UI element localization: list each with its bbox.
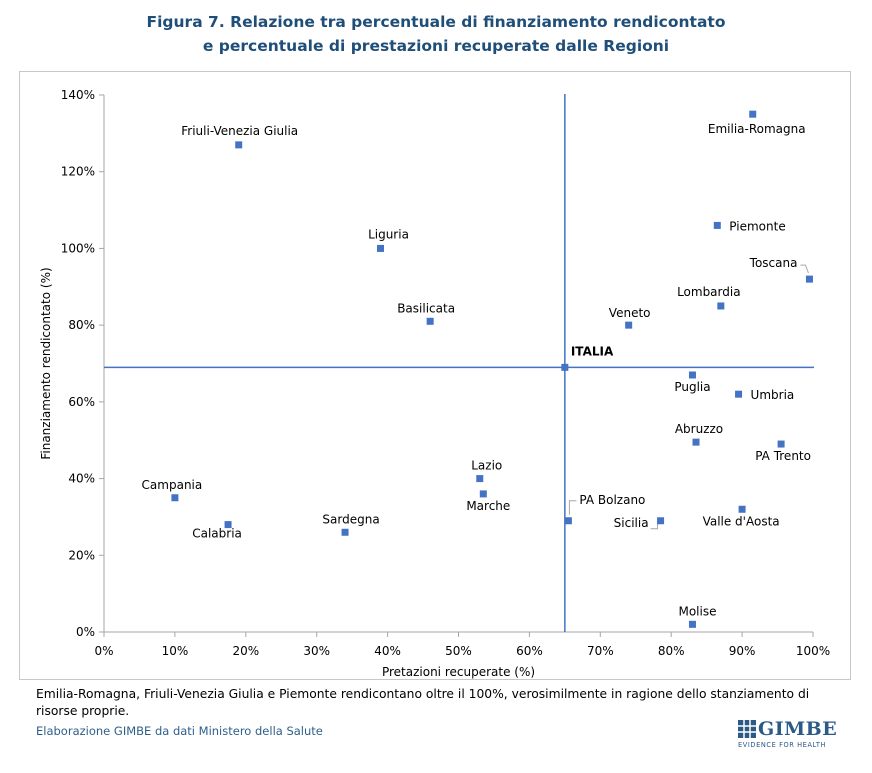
- point-valle-d-aosta: [738, 505, 746, 513]
- point-lazio: [476, 475, 484, 483]
- point-label-lazio: Lazio: [471, 459, 502, 473]
- x-tick-label: 20%: [232, 644, 259, 658]
- x-tick-label: 100%: [796, 644, 830, 658]
- y-tick-label: 60%: [68, 395, 95, 409]
- point-pa-trento: [777, 440, 785, 448]
- point-label-basilicata: Basilicata: [397, 301, 455, 315]
- leader-line-toscana: [800, 264, 809, 274]
- x-tick-label: 90%: [729, 644, 756, 658]
- point-veneto: [625, 321, 633, 329]
- x-tick-label: 80%: [658, 644, 685, 658]
- chart-frame: [19, 71, 851, 680]
- x-tick-label: 60%: [516, 644, 543, 658]
- y-tick-label: 20%: [68, 548, 95, 562]
- point-label-valle-d-aosta: Valle d'Aosta: [703, 514, 780, 528]
- x-tick-label: 30%: [303, 644, 330, 658]
- gimbe-logo-mark-icon: [738, 720, 756, 738]
- point-label-umbria: Umbria: [751, 388, 795, 402]
- point-friuli-venezia-giulia: [235, 141, 243, 149]
- x-tick-label: 40%: [374, 644, 401, 658]
- point-piemonte: [713, 221, 721, 229]
- x-tick-label: 10%: [162, 644, 189, 658]
- point-sardegna: [341, 528, 349, 536]
- point-label-friuli-venezia-giulia: Friuli-Venezia Giulia: [181, 124, 298, 138]
- point-lombardia: [717, 302, 725, 310]
- point-label-emilia-romagna: Emilia-Romagna: [708, 122, 806, 136]
- point-label-marche: Marche: [466, 499, 510, 513]
- y-tick-label: 0%: [76, 625, 95, 639]
- point-label-sardegna: Sardegna: [322, 512, 379, 526]
- point-label-liguria: Liguria: [368, 227, 409, 241]
- point-label-pa-trento: PA Trento: [755, 449, 811, 463]
- y-tick-label: 80%: [68, 318, 95, 332]
- point-label-piemonte: Piemonte: [729, 219, 785, 233]
- point-label-molise: Molise: [678, 604, 716, 618]
- x-axis-label: Pretazioni recuperate (%): [382, 665, 535, 679]
- point-label-campania: Campania: [142, 478, 203, 492]
- y-tick-label: 40%: [68, 472, 95, 486]
- y-axis-label: Finanziamento rendicontato (%): [39, 267, 53, 459]
- x-tick-label: 70%: [587, 644, 614, 658]
- point-label-italia: ITALIA: [571, 344, 614, 358]
- y-tick-label: 100%: [61, 241, 95, 255]
- point-label-pa-bolzano: PA Bolzano: [579, 493, 645, 507]
- leader-line-sicilia: [650, 522, 659, 530]
- chart-title-line-2: e percentuale di prestazioni recuperate …: [202, 37, 670, 55]
- x-tick-label: 0%: [94, 644, 113, 658]
- chart-title: Figura 7. Relazione tra percentuale di f…: [0, 10, 872, 58]
- point-toscana: [805, 275, 813, 283]
- gimbe-logo: GIMBE EVIDENCE FOR HEALTH: [738, 718, 838, 752]
- point-calabria: [224, 521, 232, 529]
- point-label-calabria: Calabria: [192, 527, 242, 541]
- leader-line-pa-bolzano: [568, 500, 577, 515]
- point-italia: [561, 363, 569, 371]
- point-marche: [479, 490, 487, 498]
- point-sicilia: [657, 517, 665, 525]
- point-campania: [171, 494, 179, 502]
- point-label-toscana: Toscana: [749, 256, 798, 270]
- point-label-lombardia: Lombardia: [677, 285, 741, 299]
- y-tick-label: 140%: [61, 88, 95, 102]
- gimbe-logo-tagline: EVIDENCE FOR HEALTH: [738, 741, 827, 749]
- point-label-puglia: Puglia: [674, 380, 710, 394]
- x-tick-label: 50%: [445, 644, 472, 658]
- point-basilicata: [426, 317, 434, 325]
- point-label-veneto: Veneto: [609, 306, 651, 320]
- point-umbria: [735, 390, 743, 398]
- gimbe-logo-word: GIMBE: [758, 718, 838, 740]
- chart-title-line-1: Figura 7. Relazione tra percentuale di f…: [146, 13, 726, 31]
- source-note: Elaborazione GIMBE da dati Ministero del…: [36, 724, 323, 738]
- point-label-abruzzo: Abruzzo: [675, 422, 723, 436]
- point-label-sicilia: Sicilia: [614, 516, 649, 530]
- point-emilia-romagna: [749, 110, 757, 118]
- y-tick-label: 120%: [61, 165, 95, 179]
- footnote: Emilia-Romagna, Friuli-Venezia Giulia e …: [36, 687, 810, 718]
- point-molise: [688, 620, 696, 628]
- point-puglia: [688, 371, 696, 379]
- point-liguria: [377, 244, 385, 252]
- point-pa-bolzano: [564, 517, 572, 525]
- point-abruzzo: [692, 438, 700, 446]
